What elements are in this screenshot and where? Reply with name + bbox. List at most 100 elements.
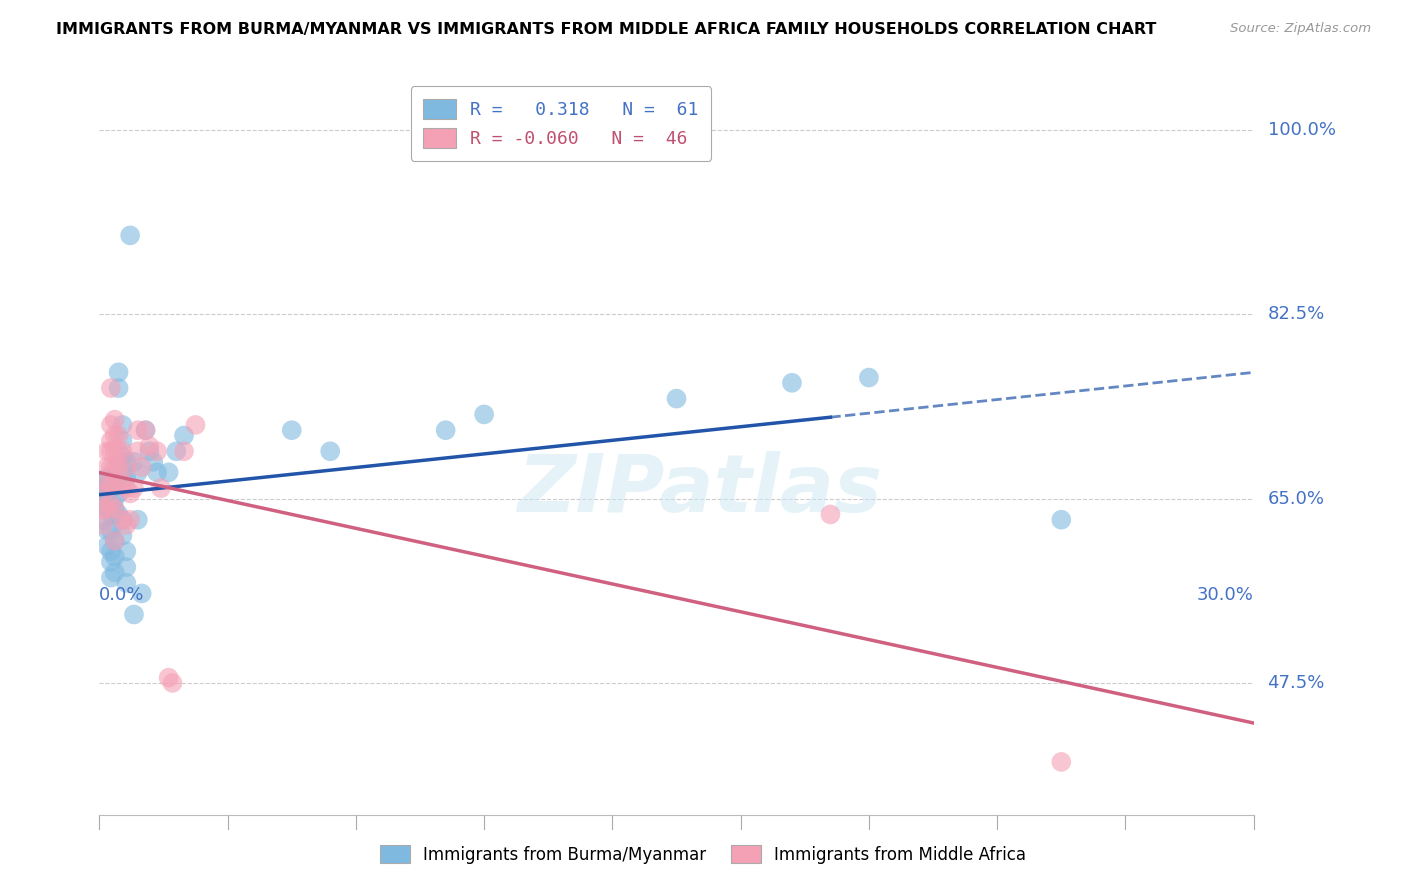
- Point: [111, 434, 134, 448]
- Point: [665, 392, 688, 406]
- Point: [96, 502, 118, 516]
- Point: [96, 523, 118, 537]
- Point: [115, 560, 138, 574]
- Point: [100, 497, 122, 511]
- Point: [104, 428, 127, 442]
- Point: [115, 481, 138, 495]
- Point: [173, 444, 195, 458]
- Point: [100, 497, 122, 511]
- Point: [115, 470, 138, 484]
- Point: [115, 518, 138, 533]
- Point: [91, 486, 114, 500]
- Point: [142, 455, 165, 469]
- Point: [100, 571, 122, 585]
- Point: [100, 508, 122, 522]
- Point: [104, 549, 127, 564]
- Point: [135, 423, 157, 437]
- Point: [138, 439, 160, 453]
- Point: [104, 566, 127, 580]
- Text: 0.0%: 0.0%: [100, 586, 145, 604]
- Point: [111, 444, 134, 458]
- Point: [91, 513, 114, 527]
- Point: [111, 513, 134, 527]
- Point: [96, 460, 118, 475]
- Point: [127, 423, 149, 437]
- Point: [107, 455, 129, 469]
- Text: 82.5%: 82.5%: [1268, 305, 1324, 324]
- Point: [104, 533, 127, 548]
- Point: [149, 481, 172, 495]
- Point: [157, 466, 180, 480]
- Point: [104, 533, 127, 548]
- Point: [780, 376, 803, 390]
- Point: [104, 444, 127, 458]
- Point: [100, 381, 122, 395]
- Point: [100, 475, 122, 490]
- Point: [162, 676, 184, 690]
- Point: [173, 428, 195, 442]
- Point: [91, 481, 114, 495]
- Point: [115, 460, 138, 475]
- Point: [107, 460, 129, 475]
- Point: [100, 523, 122, 537]
- Point: [104, 502, 127, 516]
- Point: [96, 475, 118, 490]
- Point: [104, 412, 127, 426]
- Point: [100, 417, 122, 432]
- Point: [127, 513, 149, 527]
- Point: [91, 486, 114, 500]
- Point: [107, 508, 129, 522]
- Point: [157, 671, 180, 685]
- Point: [472, 408, 495, 422]
- Text: 47.5%: 47.5%: [1268, 674, 1324, 692]
- Point: [96, 444, 118, 458]
- Point: [111, 417, 134, 432]
- Point: [127, 444, 149, 458]
- Point: [107, 428, 129, 442]
- Point: [91, 518, 114, 533]
- Text: IMMIGRANTS FROM BURMA/MYANMAR VS IMMIGRANTS FROM MIDDLE AFRICA FAMILY HOUSEHOLDS: IMMIGRANTS FROM BURMA/MYANMAR VS IMMIGRA…: [56, 22, 1157, 37]
- Point: [1050, 513, 1073, 527]
- Point: [820, 508, 842, 522]
- Point: [131, 586, 153, 600]
- Point: [1050, 755, 1073, 769]
- Point: [100, 444, 122, 458]
- Point: [131, 460, 153, 475]
- Point: [111, 475, 134, 490]
- Text: ZIPatlas: ZIPatlas: [517, 451, 882, 529]
- Text: 30.0%: 30.0%: [1197, 586, 1254, 604]
- Point: [104, 460, 127, 475]
- Point: [115, 544, 138, 558]
- Point: [96, 473, 118, 487]
- Point: [100, 460, 122, 475]
- Point: [135, 423, 157, 437]
- Text: 65.0%: 65.0%: [1268, 490, 1324, 508]
- Point: [104, 502, 127, 516]
- Point: [111, 513, 134, 527]
- Point: [104, 475, 127, 490]
- Point: [107, 444, 129, 458]
- Point: [111, 450, 134, 464]
- Point: [165, 444, 187, 458]
- Point: [107, 365, 129, 379]
- Point: [100, 434, 122, 448]
- Point: [115, 455, 138, 469]
- Point: [120, 513, 142, 527]
- Point: [858, 370, 880, 384]
- Point: [127, 466, 149, 480]
- Point: [122, 607, 145, 622]
- Point: [115, 575, 138, 590]
- Point: [100, 481, 122, 495]
- Point: [96, 486, 118, 500]
- Point: [100, 555, 122, 569]
- Point: [281, 423, 304, 437]
- Point: [107, 470, 129, 484]
- Text: Source: ZipAtlas.com: Source: ZipAtlas.com: [1230, 22, 1371, 36]
- Legend: Immigrants from Burma/Myanmar, Immigrants from Middle Africa: Immigrants from Burma/Myanmar, Immigrant…: [373, 838, 1033, 871]
- Point: [104, 470, 127, 484]
- Point: [111, 466, 134, 480]
- Point: [107, 381, 129, 395]
- Point: [122, 455, 145, 469]
- Point: [184, 417, 207, 432]
- Point: [91, 502, 114, 516]
